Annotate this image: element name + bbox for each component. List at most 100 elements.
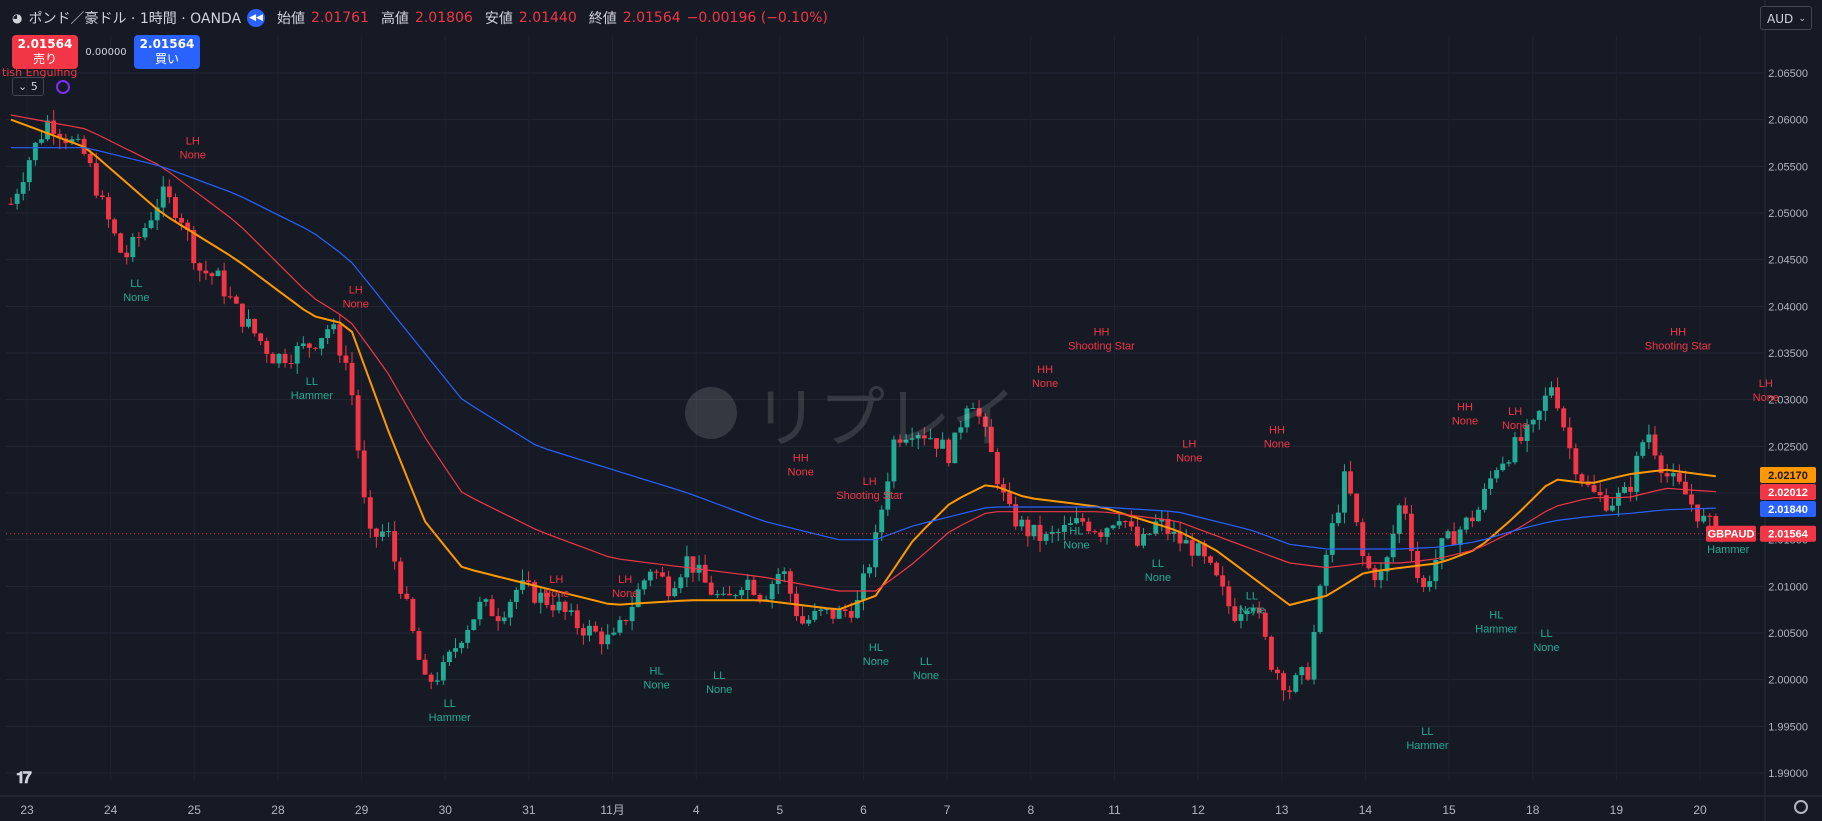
candle-body [477, 601, 483, 620]
swing-annotation: LH None [543, 574, 569, 600]
gear-icon[interactable] [1794, 800, 1808, 814]
candle-body [1086, 521, 1092, 532]
candle-body [611, 632, 617, 635]
pattern-label: Hammer [1406, 740, 1449, 752]
candle-body [1098, 532, 1104, 537]
candle-body [453, 648, 458, 652]
sell-button[interactable]: 2.01564 売り [12, 35, 78, 69]
candle-body [1007, 492, 1013, 505]
candle-body [1542, 395, 1548, 411]
candle-body [1122, 521, 1128, 523]
candle-body [325, 329, 331, 339]
candle-body [757, 594, 763, 600]
tradingview-logo: 𝟏𝟕 [16, 768, 32, 787]
candle-body [1445, 531, 1451, 539]
indicator-row: ⌄ 5 [12, 77, 70, 96]
symbol-title[interactable]: ポンド／豪ドル · 1時間 · OANDA [28, 11, 242, 27]
candle-body [1116, 521, 1122, 526]
pattern-label: None [1063, 539, 1089, 551]
candle-body [1183, 540, 1189, 544]
swing-label: LH [1508, 406, 1522, 418]
candle-body [1159, 518, 1165, 522]
candle-body [1664, 473, 1670, 477]
candle-body [1287, 690, 1293, 692]
candle-body [367, 497, 373, 529]
candle-body [1512, 437, 1518, 463]
indicator-toggle[interactable]: ⌄ 5 [12, 77, 44, 96]
candle-body [1506, 462, 1512, 464]
candle-body [93, 163, 99, 196]
candle-body [459, 642, 465, 649]
candle-body [1652, 434, 1658, 456]
pattern-label: Hammer [1707, 544, 1750, 556]
candle-body [20, 182, 26, 194]
pattern-label: Shooting Star [1068, 341, 1135, 353]
candle-body [373, 528, 379, 537]
candle-body [106, 197, 111, 220]
low-value: 2.01440 [518, 10, 577, 26]
x-tick-label: 15 [1442, 803, 1456, 817]
swing-label: LH [618, 574, 632, 586]
swing-annotation: HH None [1452, 401, 1478, 427]
pattern-label: None [643, 679, 669, 691]
swing-label: LL [1246, 591, 1258, 603]
candle-body [1408, 513, 1414, 551]
y-tick-label: 1.99500 [1768, 721, 1808, 733]
candle-body [946, 439, 952, 464]
swing-annotation: HH None [1032, 364, 1058, 390]
candle-body [806, 619, 812, 624]
candle-body [75, 138, 81, 140]
candle-body [915, 435, 921, 439]
swing-annotation: LH None [1176, 439, 1202, 465]
candle-body [361, 450, 367, 498]
pattern-label: None [180, 149, 206, 161]
candle-body [1250, 607, 1256, 611]
pattern-label: None [1032, 378, 1058, 390]
swing-label: HL [1069, 525, 1083, 537]
candle-body [520, 580, 525, 590]
change-value: −0.00196 (−0.10%) [686, 10, 828, 26]
currency-select[interactable]: AUD ⌄ [1760, 6, 1812, 30]
swing-label: HL [869, 642, 883, 654]
candle-body [1141, 534, 1146, 546]
currency-value: AUD [1767, 12, 1794, 26]
pattern-label-partial: tish Engulfing [2, 66, 78, 79]
sync-icon[interactable] [55, 79, 70, 94]
swing-annotation: LH None [1753, 378, 1779, 404]
candle-body [331, 324, 337, 330]
replay-icon[interactable]: ◀◀ [247, 9, 266, 27]
candle-body [1329, 523, 1335, 555]
candle-body [1171, 531, 1177, 534]
candle-body [1463, 517, 1469, 530]
candle-body [191, 230, 197, 264]
candle-body [1695, 504, 1701, 522]
close-value: 2.01564 [622, 10, 681, 26]
candle-body [142, 228, 148, 238]
candle-body [221, 270, 227, 297]
candle-body [45, 120, 51, 140]
pattern-label: None [1145, 572, 1171, 584]
candle-body [903, 439, 909, 443]
candle-body [319, 338, 325, 349]
candle-body [1110, 525, 1116, 529]
swing-label: LL [130, 278, 142, 290]
candle-body [781, 571, 787, 574]
candle-body [1128, 521, 1134, 527]
candle-body [1573, 448, 1579, 475]
buy-button[interactable]: 2.01564 買い [134, 35, 200, 69]
candle-body [940, 439, 946, 449]
pattern-label: None [706, 684, 732, 696]
candle-body [958, 427, 964, 433]
candle-body [1500, 463, 1506, 471]
candle-body [1524, 424, 1530, 441]
candle-body [1689, 494, 1694, 505]
swing-label: HL [650, 665, 664, 677]
candle-body [446, 651, 452, 663]
swing-annotation: HH Shooting Star [1645, 327, 1712, 353]
x-tick-label: 4 [693, 803, 700, 817]
swing-annotation: LL None [123, 278, 149, 304]
candle-body [605, 634, 611, 645]
y-tick-label: 2.04000 [1768, 301, 1808, 313]
y-tick-label: 2.03500 [1768, 348, 1808, 360]
